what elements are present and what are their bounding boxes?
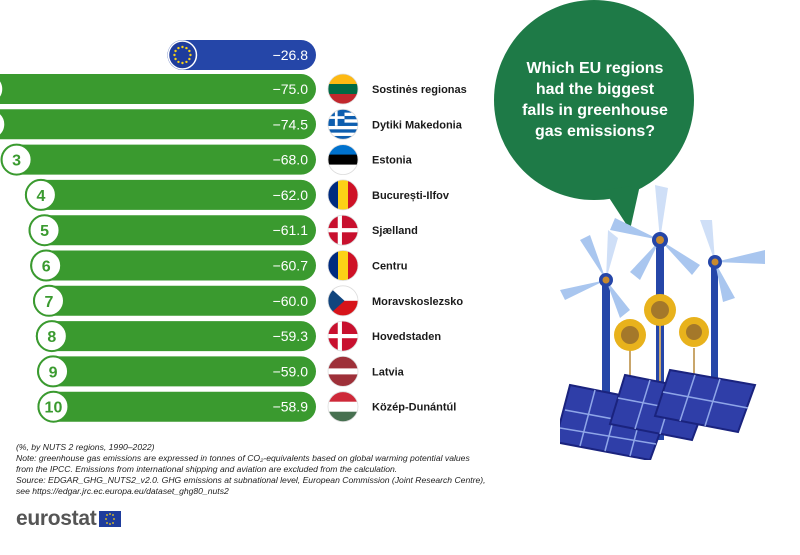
region-label: București-Ilfov [372, 190, 450, 202]
rank-badge [0, 111, 7, 138]
chart-notes: (%, by NUTS 2 regions, 1990–2022) Note: … [16, 442, 556, 497]
notes-link: see https://edgar.jrc.ec.europa.eu/datas… [16, 486, 229, 496]
bar [35, 321, 317, 352]
rank-label: 6 [42, 259, 51, 276]
value-label: −60.0 [273, 293, 309, 309]
bar [30, 250, 316, 281]
eu-bar [167, 40, 316, 70]
speech-bubble-text: Which EU regions had the biggest falls i… [505, 58, 685, 142]
bar [37, 391, 316, 422]
hungary-flag-icon [327, 391, 359, 423]
region-label: Moravskoslezsko [372, 296, 463, 308]
region-label: Latvia [372, 366, 405, 378]
bar [37, 356, 317, 387]
value-label: −68.0 [273, 152, 309, 168]
notes-line: from the IPCC. Emissions from internatio… [16, 464, 398, 474]
region-label: Hovedstaden [372, 331, 441, 343]
lithuania-flag-icon [327, 73, 359, 105]
latvia-flag-icon [327, 355, 359, 387]
rank-label: 8 [47, 329, 56, 346]
speech-bubble-shape [494, 0, 694, 200]
region-label: Centru [372, 261, 407, 273]
rank-badge [33, 284, 65, 317]
rank-label: 4 [36, 188, 45, 205]
rank-label: 7 [45, 294, 54, 311]
bar [33, 285, 316, 316]
bubble-line: Which EU regions [526, 60, 664, 77]
rank-badge [37, 390, 70, 423]
rank-label: 10 [45, 400, 63, 417]
rank-badge [0, 143, 33, 176]
region-label: Közép-Dunántúl [372, 402, 456, 414]
bar [28, 215, 316, 246]
value-label: −58.9 [273, 399, 309, 415]
estonia-flag-icon [327, 144, 359, 176]
rank-label: 3 [12, 153, 21, 170]
rank-badge [37, 355, 70, 388]
eu-flag-icon [167, 40, 198, 70]
notes-unit: (%, by NUTS 2 regions, 1990–2022) [16, 442, 155, 452]
eu-value-label: −26.8 [273, 47, 309, 63]
value-label: −62.0 [273, 187, 309, 203]
solar-panel-icon [653, 368, 757, 434]
sunflower-icon [614, 319, 646, 410]
eu-flag-icon [99, 511, 122, 527]
speech-bubble [494, 0, 694, 230]
region-label: Estonia [372, 155, 413, 167]
bubble-line: falls in greenhouse [522, 102, 668, 119]
notes-line: Note: greenhouse gas emissions are expre… [16, 453, 470, 463]
notes-source: Source: EDGAR_GHG_NUTS2_v2.0. GHG emissi… [16, 475, 486, 485]
value-label: −60.7 [273, 258, 309, 274]
rank-badge [24, 178, 57, 211]
bar [0, 74, 316, 104]
region-label: Dytiki Makedonia [372, 119, 463, 131]
bubble-line: had the biggest [535, 81, 655, 98]
czechia-flag-icon [327, 285, 359, 317]
rank-badge [28, 214, 61, 247]
region-label: Sostinės regionas [372, 84, 467, 96]
rank-badge [0, 78, 5, 100]
value-label: −61.1 [273, 222, 309, 238]
bar [0, 144, 316, 175]
value-label: −75.0 [273, 81, 309, 97]
bubble-line: gas emissions? [534, 123, 656, 140]
logo-text: eurostat [16, 507, 97, 530]
bar [0, 109, 316, 140]
region-label: Sjælland [372, 225, 418, 237]
rank-badge [30, 249, 63, 282]
romania-flag-icon [327, 250, 359, 281]
wind-turbine-icon [560, 230, 630, 430]
rank-badge [35, 320, 68, 353]
denmark-flag-icon [327, 320, 359, 352]
rank-label: 5 [40, 223, 49, 240]
bar [24, 179, 317, 210]
speech-bubble-tail [604, 185, 640, 230]
value-label: −59.0 [273, 363, 309, 379]
denmark-flag-icon [327, 214, 359, 246]
value-label: −59.3 [273, 328, 309, 344]
eurostat-logo: eurostat [16, 507, 122, 531]
value-label: −74.5 [273, 116, 309, 132]
romania-flag-icon [327, 179, 359, 211]
rank-label: 9 [49, 364, 58, 381]
wind-turbine-icon [700, 220, 765, 412]
wind-turbines-illustration [560, 185, 765, 460]
greece-flag-icon [327, 108, 359, 140]
